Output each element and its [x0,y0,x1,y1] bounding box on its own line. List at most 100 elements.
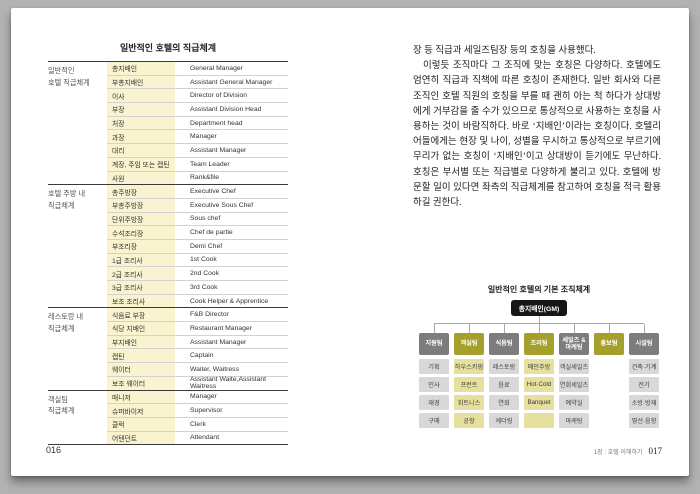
rank-english-cell: Manager [190,393,217,401]
org-unit-box: 케더링 [489,413,519,428]
rank-english-cell: Waiter, Waitress [190,365,239,373]
org-unit-box: 메인주방 [524,359,554,374]
table-group: 호텔 주방 내 직급체계 총주방장 Executive Chef 부총주방장 Execut… [48,184,288,308]
table-row: 사원 Rank&file [107,170,288,185]
connector-line [538,316,540,324]
rank-korean-cell: 보조 웨이터 [107,376,175,390]
org-chart-root-box: 총지배인(GM) [510,300,568,316]
table-row: 부총주방장 Executive Sous Chef [107,197,288,212]
left-page-number: 016 [46,445,62,455]
rank-korean-cell: 캡틴 [107,349,175,363]
rank-english-cell: Assistant Manager [190,146,247,154]
org-unit-box: 재경 [419,395,449,410]
rank-english-cell: Executive Chef [190,188,236,196]
table-group: 레스토랑 내 직급체계 식음료 부장 F&B Director 식당 지배인 Restau… [48,307,288,391]
table-title: 일반적인 호텔의 직급체계 [119,43,217,53]
table-group: 객실팀 직급체계 매니저 Manager 슈퍼바이저 Supervisor 클럭 Clerk 어… [48,389,288,445]
rank-korean-cell: 사원 [107,171,175,185]
org-unit-box [524,413,554,428]
org-department-box: 조리팀 [524,333,554,355]
rank-korean-cell: 단위주방장 [107,212,175,226]
rank-korean-cell: 계장, 주임 또는 캡틴 [107,157,175,171]
rank-english-cell: Director of Division [190,92,248,100]
org-department-box: 시설팀 [629,333,659,355]
table-row: 보조 조리사 Cook Helper & Apprentice [107,293,288,308]
table-row: 보조 웨이터 Assistant Waite,Assistant Waitress [107,375,288,391]
org-department-box: 홍보팀 [594,333,624,355]
rank-english-cell: Rank&file [190,174,220,182]
rank-english-cell: Team Leader [190,160,230,168]
org-department-box: 객실팀 [454,333,484,355]
table-row: 계장, 주임 또는 캡틴 Team Leader [107,156,288,171]
rank-korean-cell: 어텐던트 [107,431,175,445]
table-group-rows: 총지배인 General Manager 부총지배인 Assistant Genera… [107,62,288,185]
org-chart-title: 일반적인 호텔의 기본 조직체계 [487,285,591,294]
table-group-label-line: 호텔 주방 내 [48,189,86,199]
org-unit-box: 객실세일즈 [559,359,589,374]
rank-korean-cell: 클럭 [107,417,175,431]
table-group-label: 객실팀 직급체계 [48,391,107,445]
rank-english-cell: Sous chef [190,215,221,223]
rank-english-cell: Restaurant Manager [190,324,252,332]
table-group-label-line: 일반적인 [48,66,75,75]
table-row: 단위주방장 Sous chef [107,211,288,226]
org-unit-box: 휘트니스 [454,395,484,410]
rank-korean-cell: 처장 [107,116,175,130]
table-row: 이사 Director of Division [107,88,288,103]
org-column-cells: 건축·기계 전기 소방·방재 영선·음향 [629,359,659,428]
org-column: 지원팀 기획 인사 재경 구매 [419,324,449,428]
org-unit-box: 레스토랑 [489,359,519,374]
rank-korean-cell: 식음료 부장 [107,308,175,322]
rank-korean-cell: 부총주방장 [107,198,175,212]
org-department-box: 세일즈 & 마케팅 [559,333,589,355]
table-row: 웨이터 Waiter, Waitress [107,362,288,376]
rank-english-cell: Assistant Waite,Assistant Waitress [190,376,267,391]
connector-line [573,324,575,333]
table-row: 수석조리장 Chef de partie [107,225,288,239]
org-column-cells: 하우스키핑 프런트 휘트니스 공항 [454,359,484,428]
org-unit-box: 음료 [489,377,519,392]
table-row: 부장 Assistant Division Head [107,102,288,116]
org-unit-box: 건축·기계 [629,359,659,374]
rank-korean-cell: 총주방장 [107,185,175,198]
table-row: 2급 조리사 2nd Cook [107,266,288,280]
connector-line [503,324,505,333]
rank-english-cell: Executive Sous Chef [190,201,254,209]
org-column-cells: 기획 인사 재경 구매 [419,359,449,428]
rank-korean-cell: 부조리장 [107,239,175,253]
org-chart-root-row: 총지배인(GM) [419,300,659,316]
rank-english-cell: Chef de partie [190,229,233,237]
org-column-cells: 레스토랑 음료 연회 케더링 [489,359,519,428]
rank-korean-cell: 수석조리장 [107,226,175,239]
rank-english-cell: Assistant Manager [190,338,247,346]
rank-english-cell: Attendant [190,434,220,442]
org-column-cells: 메인주방 Hot·Cold Banquet [524,359,554,428]
rank-english-cell: Department head [190,119,243,127]
org-unit-box: 연회세일즈 [559,377,589,392]
org-unit-box: 구매 [419,413,449,428]
table-group-label: 호텔 주방 내 직급체계 [48,185,107,307]
table-group-label: 레스토랑 내 직급체계 [48,308,107,389]
rank-english-cell: Manager [190,133,217,141]
rank-korean-cell: 과장 [107,130,175,144]
rank-english-cell: Cook Helper & Apprentice [190,297,269,305]
rank-korean-cell: 총지배인 [107,62,175,75]
connector-line [433,324,435,333]
paragraph: 이렇듯 조직마다 그 조직에 맞는 호칭은 다양하다. 호텔에도 엄연히 직급과… [413,61,661,209]
table-group-label-line: 호텔 직급체계 [48,77,90,87]
connector-line [434,323,644,324]
rank-english-cell: Clerk [190,420,206,428]
table-group-rows: 총주방장 Executive Chef 부총주방장 Executive Sous Ch… [107,185,288,308]
rank-english-cell: 1st Cook [190,256,217,264]
table-row: 부총지배인 Assistant General Manager [107,74,288,89]
rank-korean-cell: 1급 조리사 [107,253,175,267]
org-chart: 일반적인 호텔의 기본 조직체계 총지배인(GM) 지원팀 기획 인사 재경 구매 객실팀… [419,284,659,428]
org-column: 세일즈 & 마케팅 객실세일즈 연회세일즈 예약실 마케팅 [559,324,589,428]
table-group-rows: 식음료 부장 F&B Director 식당 지배인 Restaurant Manag… [107,308,288,391]
rank-english-cell: F&B Director [190,311,229,319]
table-row: 과장 Manager [107,129,288,144]
org-column: 식음팀 레스토랑 음료 연회 케더링 [489,324,519,428]
